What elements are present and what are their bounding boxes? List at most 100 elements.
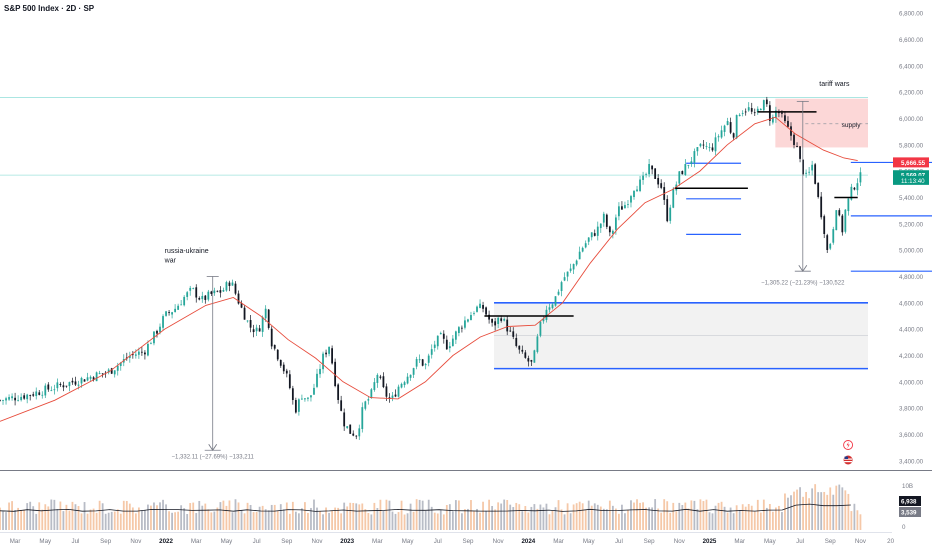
measure-label: −1,332.11 (−27.69%) −133,211 bbox=[172, 455, 255, 461]
candle-body bbox=[557, 291, 560, 295]
candles bbox=[0, 96, 862, 440]
volume-bar bbox=[201, 505, 204, 530]
candle-body bbox=[252, 329, 255, 333]
candle-body bbox=[213, 290, 216, 294]
candle-body bbox=[488, 314, 490, 320]
x-tick-label: Jul bbox=[434, 538, 442, 545]
candle-body bbox=[367, 399, 370, 401]
volume-bar bbox=[385, 499, 388, 530]
x-tick-label: Nov bbox=[130, 538, 142, 545]
candle-body bbox=[56, 382, 59, 389]
volume-bar bbox=[696, 509, 699, 530]
candle-body bbox=[349, 424, 352, 434]
x-tick-label: Sep bbox=[100, 538, 112, 545]
candle-body bbox=[621, 206, 623, 210]
candle-body bbox=[83, 379, 86, 382]
volume-bar bbox=[648, 507, 651, 530]
x-tick-label: Mar bbox=[10, 538, 21, 545]
volume-bar bbox=[442, 514, 445, 530]
candle-body bbox=[442, 333, 445, 339]
candle-body bbox=[464, 320, 466, 328]
volume-bar bbox=[2, 511, 4, 530]
candle-body bbox=[560, 282, 563, 291]
volume-bar bbox=[775, 507, 777, 530]
volume-bar bbox=[605, 509, 608, 530]
volume-bar bbox=[183, 508, 186, 530]
volume-bar bbox=[47, 506, 50, 530]
candle-body bbox=[796, 146, 798, 148]
candle-body bbox=[811, 164, 814, 171]
volume-bar bbox=[74, 504, 77, 530]
candle-body bbox=[799, 146, 801, 159]
candle-body bbox=[183, 296, 186, 306]
volume-bar bbox=[5, 512, 7, 530]
candle-body bbox=[542, 318, 545, 322]
volume-bar bbox=[750, 505, 753, 530]
volume-bar bbox=[249, 504, 252, 530]
volume-bar bbox=[231, 512, 234, 530]
candle-body bbox=[687, 164, 690, 166]
volume-bar bbox=[334, 507, 337, 530]
volume-bar bbox=[596, 504, 599, 530]
y-tick-label: 5,000.00 bbox=[899, 248, 924, 255]
candle-body bbox=[572, 264, 575, 270]
candle-body bbox=[110, 368, 113, 374]
y-tick-label: 5,800.00 bbox=[899, 142, 924, 149]
candle-body bbox=[627, 204, 629, 205]
volume-bar bbox=[427, 499, 430, 530]
volume-bar bbox=[412, 511, 415, 530]
volume-bar bbox=[639, 502, 641, 530]
candle-body bbox=[439, 333, 442, 335]
candle-body bbox=[856, 183, 859, 191]
volume-bar bbox=[853, 503, 856, 530]
volume-bar bbox=[264, 509, 267, 530]
candle-body bbox=[711, 147, 714, 151]
candle-body bbox=[578, 251, 581, 260]
volume-bar bbox=[355, 503, 358, 530]
candle-body bbox=[385, 386, 388, 397]
volume-bar bbox=[554, 507, 557, 530]
volume-bar bbox=[301, 508, 303, 530]
volume-bar bbox=[276, 510, 279, 530]
volume-bar bbox=[101, 503, 104, 530]
volume-bar bbox=[741, 504, 744, 530]
volume-bar bbox=[104, 513, 107, 530]
y-tick-label: 4,400.00 bbox=[899, 327, 924, 334]
volume-bar bbox=[796, 489, 798, 530]
volume-bar bbox=[681, 505, 684, 530]
y-tick-label: 4,600.00 bbox=[899, 300, 924, 307]
candle-body bbox=[322, 353, 324, 370]
volume-bar bbox=[373, 502, 376, 530]
volume-bar bbox=[575, 503, 578, 530]
y-tick-label: 4,000.00 bbox=[899, 379, 924, 386]
candle-body bbox=[554, 296, 557, 306]
volume-bar bbox=[171, 512, 173, 530]
candle-body bbox=[255, 327, 258, 332]
volume-bar bbox=[156, 505, 158, 530]
candle-body bbox=[569, 268, 572, 271]
volume-bar bbox=[297, 513, 300, 530]
candle-body bbox=[566, 271, 569, 277]
measure-label: −1,305.22 (−21.23%) −130,522 bbox=[761, 281, 845, 287]
volume-bar bbox=[675, 511, 678, 530]
volume-bar bbox=[282, 509, 285, 530]
candle-body bbox=[844, 209, 847, 232]
volume-bar bbox=[343, 502, 346, 530]
volume-bar bbox=[838, 484, 841, 530]
volume-bar bbox=[291, 501, 294, 530]
candle-body bbox=[98, 373, 101, 374]
candle-body bbox=[735, 115, 738, 139]
candle-body bbox=[738, 114, 741, 117]
volume-bar bbox=[406, 513, 409, 530]
volume-bar bbox=[0, 507, 1, 530]
volume-bar bbox=[841, 487, 844, 530]
candle-body bbox=[448, 346, 451, 349]
volume-bar bbox=[331, 510, 333, 530]
volume-bar bbox=[530, 506, 533, 530]
volume-bar bbox=[162, 499, 164, 530]
candle-body bbox=[524, 352, 527, 358]
volume-bar bbox=[83, 502, 86, 530]
candle-body bbox=[50, 390, 53, 392]
